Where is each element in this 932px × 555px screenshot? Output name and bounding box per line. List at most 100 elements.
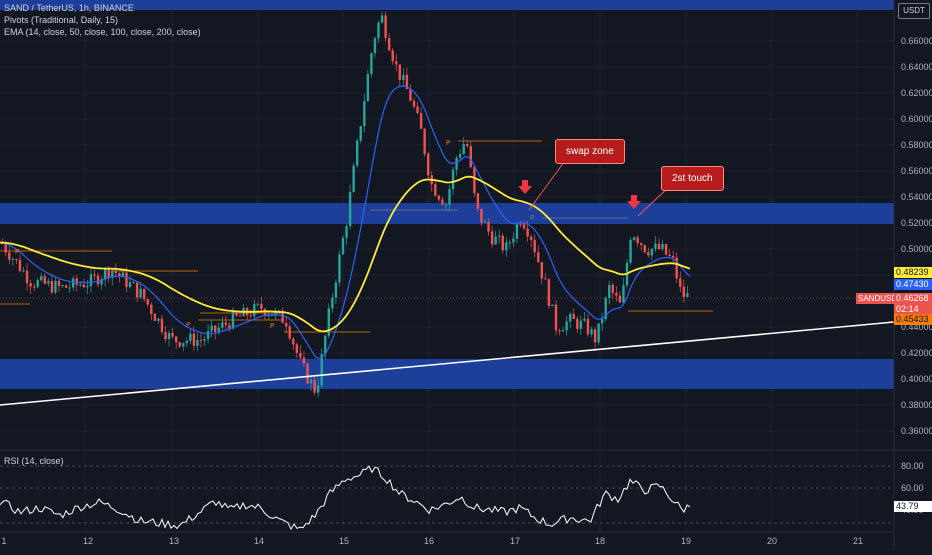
price-tick-label: 0.42000: [901, 348, 932, 358]
candle-body: [526, 228, 529, 237]
candles: [1, 11, 689, 398]
candle-body: [498, 235, 501, 237]
price-tick-label: 0.54000: [901, 192, 932, 202]
candle-body: [324, 335, 327, 355]
pivots-legend[interactable]: Pivots (Traditional, Daily, 15): [4, 15, 119, 25]
candle-body: [569, 313, 572, 322]
candle-body: [668, 254, 671, 256]
candle-body: [444, 204, 448, 206]
candle-body: [235, 312, 238, 316]
candle-body: [608, 284, 611, 298]
candle-body: [586, 318, 590, 335]
swap-zone-callout[interactable]: swap zone: [555, 139, 625, 164]
down-arrow-icon: [627, 195, 641, 209]
candle-body: [643, 244, 646, 253]
second-touch-callout[interactable]: 2st touch: [661, 166, 724, 191]
rsi-line: [0, 465, 691, 531]
symbol-price-tag: SANDUSDT: [856, 293, 905, 304]
trendline[interactable]: [0, 321, 895, 406]
candle-body: [487, 221, 490, 232]
pivot-label: P: [270, 323, 275, 330]
candle-body: [327, 308, 330, 336]
candle-body: [167, 333, 171, 340]
candle-body: [128, 282, 132, 288]
candle-body: [377, 22, 380, 39]
candle-body: [338, 254, 341, 283]
last-price-value: 0.46268: [896, 293, 929, 303]
candle-body: [299, 352, 302, 358]
candle-body: [295, 344, 299, 353]
candle-body: [50, 280, 54, 293]
candle-body: [341, 237, 345, 255]
candle-body: [107, 268, 110, 278]
candle-body: [313, 379, 316, 393]
rsi-tick-label: 60.00: [901, 483, 924, 493]
candle-body: [537, 252, 540, 263]
candle-body: [89, 274, 93, 286]
rsi-tick-label: 80.00: [901, 461, 924, 471]
candle-body: [522, 224, 526, 229]
candle-body: [160, 318, 164, 333]
candle-body: [448, 189, 451, 205]
time-tick-label: 1: [1, 536, 7, 546]
candle-body: [150, 304, 153, 315]
candle-body: [380, 15, 384, 23]
candle-body: [203, 339, 206, 341]
candle-body: [260, 303, 263, 309]
candle-body: [164, 332, 167, 340]
candle-body: [57, 280, 61, 286]
candle-body: [419, 113, 423, 129]
candle-body: [391, 50, 394, 62]
candle-body: [547, 279, 551, 307]
candle-body: [480, 208, 483, 223]
candle-body: [263, 308, 267, 316]
candle-body: [462, 143, 465, 155]
candle-body: [370, 53, 373, 74]
candle-body: [405, 74, 409, 90]
ema-legend[interactable]: EMA (14, close, 50, close, 100, close, 2…: [4, 27, 201, 37]
candle-body: [210, 325, 213, 332]
rsi-legend[interactable]: RSI (14, close): [4, 456, 64, 466]
candle-body: [409, 89, 412, 101]
resistance-zone: [0, 203, 894, 224]
candle-body: [281, 310, 284, 323]
candle-body: [416, 106, 419, 114]
ema-lines: [0, 85, 691, 359]
price-tick-label: 0.40000: [901, 374, 932, 384]
candle-body: [182, 343, 185, 347]
candle-body: [146, 299, 149, 305]
time-tick-label: 21: [852, 536, 864, 546]
candle-body: [121, 272, 125, 277]
candle-body: [458, 154, 462, 158]
candle-body: [661, 244, 664, 249]
time-tick-label: 17: [509, 536, 521, 546]
candle-body: [441, 199, 444, 205]
candle-body: [61, 285, 64, 287]
candle-body: [224, 322, 228, 325]
currency-button[interactable]: USDT: [898, 3, 930, 19]
candle-body: [402, 74, 405, 80]
pivot-label: P: [446, 140, 451, 147]
candle-body: [554, 304, 558, 331]
candle-body: [214, 325, 217, 332]
symbol-legend[interactable]: SAND / TetherUS, 1h, BINANCE: [4, 3, 134, 13]
price-tick-label: 0.64000: [901, 62, 932, 72]
candle-body: [206, 331, 210, 340]
candle-body: [622, 285, 625, 303]
candle-body: [544, 278, 547, 280]
candle-body: [285, 322, 288, 327]
candle-body: [221, 322, 224, 328]
candle-body: [629, 240, 632, 263]
candle-body: [611, 284, 614, 293]
candle-body: [238, 315, 242, 317]
candle-body: [679, 278, 682, 287]
price-tick-label: 0.60000: [901, 114, 932, 124]
candle-body: [373, 38, 377, 54]
candle-body: [654, 243, 657, 249]
price-tick-label: 0.36000: [901, 426, 932, 436]
candle-body: [8, 252, 11, 260]
candle-body: [82, 284, 86, 288]
candle-body: [686, 293, 689, 297]
